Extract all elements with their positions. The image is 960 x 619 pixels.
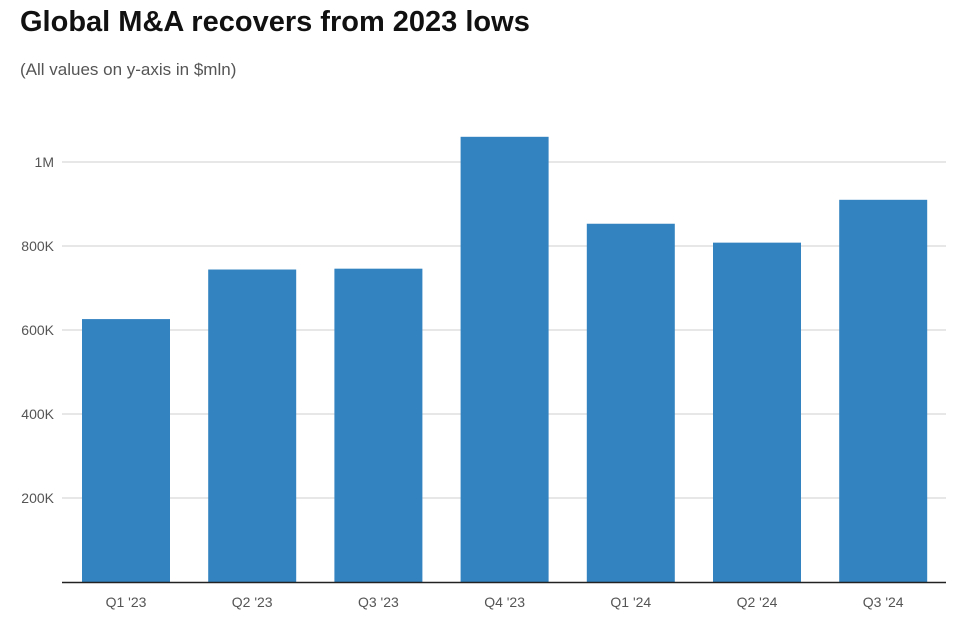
bar bbox=[586, 223, 675, 583]
y-tick-label: 200K bbox=[21, 490, 54, 506]
x-tick-label: Q2 '24 bbox=[737, 594, 778, 610]
y-axis-ticks: 200K 400K 600K 800K 1M bbox=[21, 154, 54, 506]
x-tick-label: Q1 '24 bbox=[610, 594, 651, 610]
x-tick-label: Q3 '24 bbox=[863, 594, 904, 610]
y-tick-label: 400K bbox=[21, 406, 54, 422]
chart-title: Global M&A recovers from 2023 lows bbox=[20, 6, 530, 38]
x-tick-label: Q4 '23 bbox=[484, 594, 525, 610]
y-tick-label: 600K bbox=[21, 322, 54, 338]
x-tick-label: Q1 '23 bbox=[106, 594, 147, 610]
y-tick-label: 800K bbox=[21, 238, 54, 254]
x-tick-label: Q3 '23 bbox=[358, 594, 399, 610]
bar bbox=[82, 319, 170, 582]
y-tick-label: 1M bbox=[35, 154, 54, 170]
x-axis-ticks: Q1 '23 Q2 '23 Q3 '23 Q4 '23 Q1 '24 Q2 '24 Q3 '… bbox=[106, 594, 904, 610]
bars bbox=[82, 136, 928, 583]
bar bbox=[713, 242, 801, 582]
chart-subtitle: (All values on y-axis in $mln) bbox=[20, 60, 237, 79]
x-tick-label: Q2 '23 bbox=[232, 594, 273, 610]
bar bbox=[839, 199, 928, 583]
bar bbox=[460, 136, 549, 583]
bar bbox=[208, 269, 297, 582]
bar bbox=[334, 268, 423, 582]
